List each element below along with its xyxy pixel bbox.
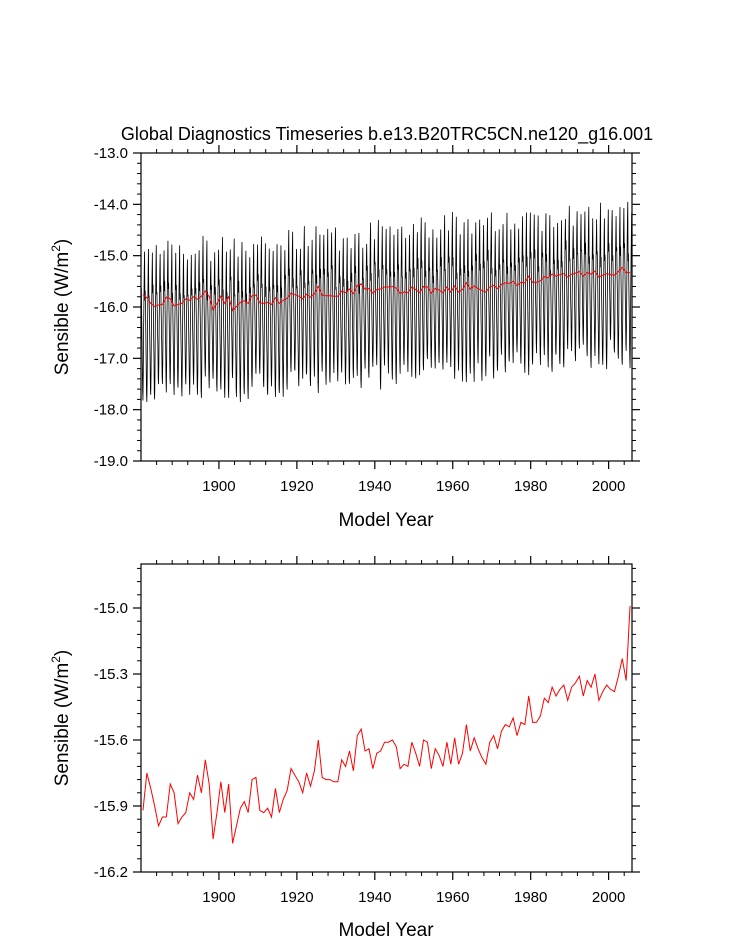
top-annual-series	[142, 266, 631, 312]
top-y-tick-label: -13.0	[94, 145, 128, 162]
bottom-y-axis: -16.2 -15.9 -15.6 -15.3 -15.0	[94, 567, 640, 881]
bottom-x-tick-label: 1900	[202, 889, 235, 906]
top-x-tick-label: 1920	[280, 478, 313, 495]
top-x-axis-label: Model Year	[338, 510, 434, 531]
bottom-x-axis: 1900 1920 1940 1960 1980 2000	[156, 556, 625, 906]
top-y-axis: -19.0 -18.0 -17.0 -16.0 -15.0 -14.0 -13.0	[94, 145, 640, 470]
bottom-x-tick-label: 1920	[280, 889, 313, 906]
top-x-tick-label: 1980	[514, 478, 547, 495]
top-x-tick-label: 1940	[358, 478, 391, 495]
top-y-tick-label: -15.0	[94, 248, 128, 265]
top-x-tick-label: 1900	[202, 478, 235, 495]
bottom-x-tick-label: 2000	[592, 889, 625, 906]
top-chart: 1900 1920 1940 1960 1980 2000 -19.0 -18.0 -17.0…	[49, 145, 640, 531]
bottom-x-tick-label: 1980	[514, 889, 547, 906]
bottom-x-tick-label: 1960	[436, 889, 469, 906]
top-x-tick-label: 2000	[592, 478, 625, 495]
bottom-y-tick-label: -16.2	[94, 864, 128, 881]
bottom-annual-series	[142, 605, 631, 844]
bottom-y-axis-label: Sensible (W/m2)	[49, 650, 73, 787]
top-x-tick-label: 1960	[436, 478, 469, 495]
bottom-y-tick-label: -15.9	[94, 798, 128, 815]
bottom-chart: 1900 1920 1940 1960 1980 2000 -16.2 -15.9 -15.6…	[49, 556, 640, 941]
top-y-axis-label: Sensible (W/m2)	[49, 239, 73, 376]
top-y-tick-label: -16.0	[94, 299, 128, 316]
top-annual-line	[142, 266, 631, 312]
bottom-y-tick-label: -15.6	[94, 732, 128, 749]
top-y-tick-label: -14.0	[94, 196, 128, 213]
bottom-x-tick-label: 1940	[358, 889, 391, 906]
top-y-tick-label: -18.0	[94, 402, 128, 419]
bottom-x-axis-label: Model Year	[338, 920, 434, 941]
top-y-tick-label: -17.0	[94, 350, 128, 367]
top-x-axis: 1900 1920 1940 1960 1980 2000	[156, 145, 625, 495]
bottom-plot-frame	[140, 563, 633, 873]
figure-title: Global Diagnostics Timeseries b.e13.B20T…	[121, 124, 653, 145]
top-monthly-series	[140, 201, 633, 402]
bottom-y-tick-label: -15.0	[94, 600, 128, 617]
bottom-annual-line	[142, 605, 631, 844]
top-y-tick-label: -19.0	[94, 453, 128, 470]
top-monthly-line	[140, 201, 633, 402]
bottom-y-tick-label: -15.3	[94, 666, 128, 683]
